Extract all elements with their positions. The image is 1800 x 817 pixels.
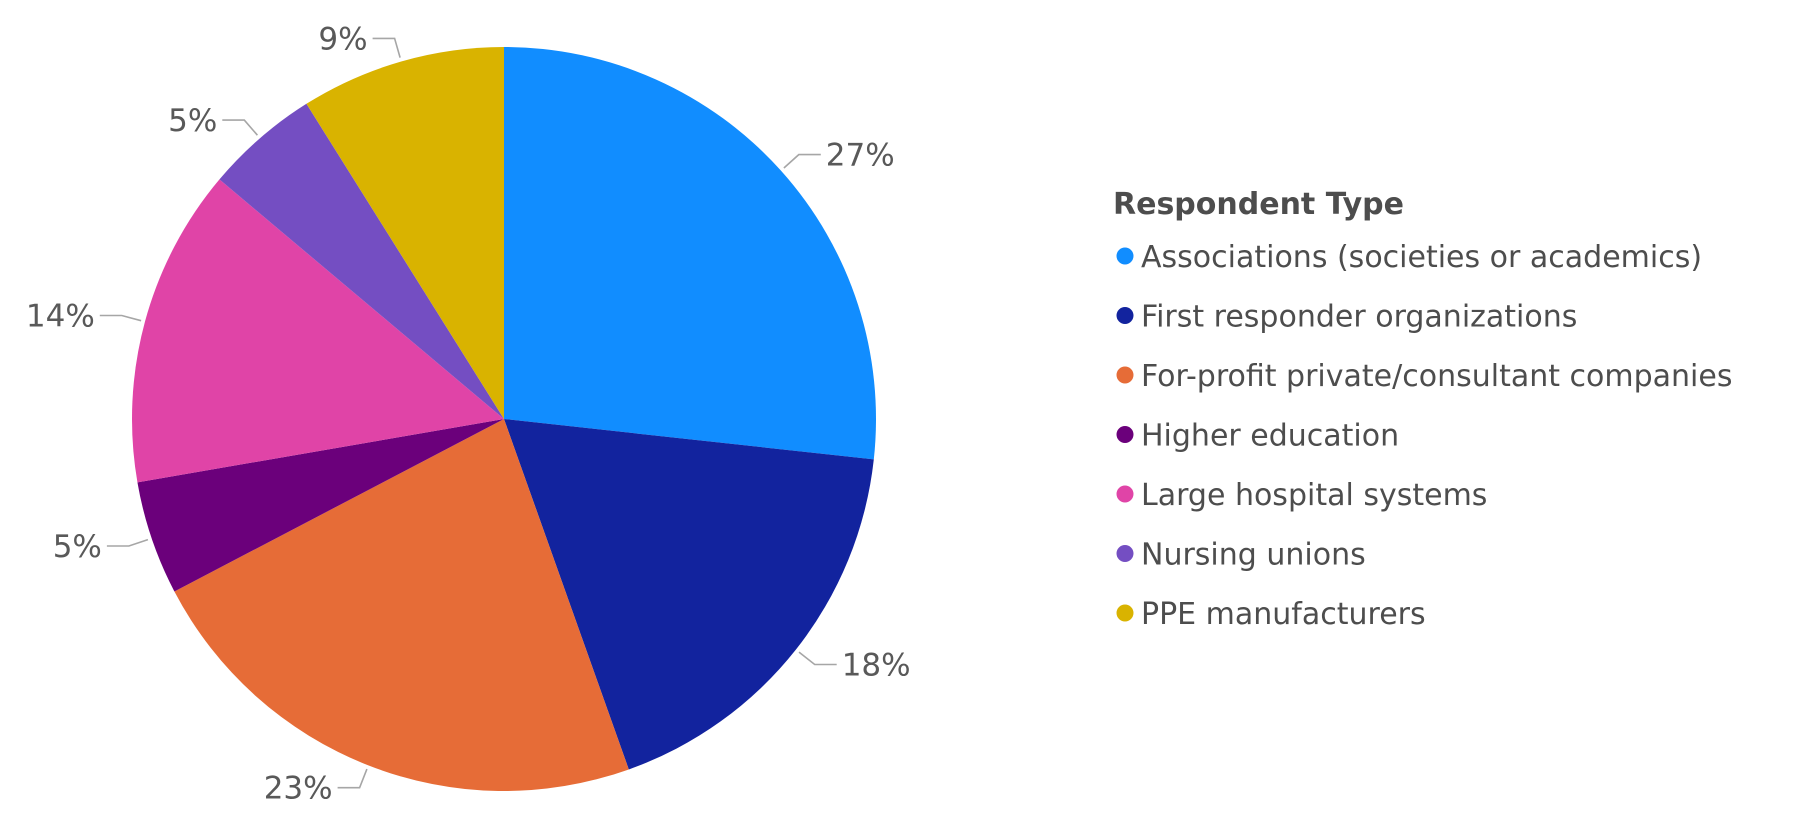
pie-slice-for-profit-private-consultant-companies[interactable] [174, 419, 629, 792]
data-label-leaders [99, 37, 837, 789]
leader-line-nursing-unions [222, 119, 259, 136]
leader-line-first-responder-organizations [798, 651, 837, 666]
legend-marker [1116, 307, 1134, 324]
legend-item-large-hospital-systems[interactable]: Large hospital systems [1116, 478, 1488, 513]
legend-item-ppe-manufacturers[interactable]: PPE manufacturers [1116, 597, 1426, 632]
legend-item-associations-societies-or-academics[interactable]: Associations (societies or academics) [1116, 240, 1703, 275]
leader-line-for-profit-private-consultant-companies [337, 768, 368, 789]
legend-marker [1116, 485, 1134, 503]
data-label-for-profit-private-consultant-companies: 23% [264, 771, 333, 807]
pie-slice-large-hospital-systems[interactable] [132, 179, 504, 483]
legend-title: Respondent Type [1113, 187, 1404, 222]
legend-label: PPE manufacturers [1141, 597, 1426, 632]
legend-label: Nursing unions [1141, 538, 1366, 573]
data-label-first-responder-organizations: 18% [842, 648, 911, 684]
pie-slice-ppe-manufacturers[interactable] [306, 47, 504, 419]
legend-marker [1116, 366, 1134, 384]
legend-label: Higher education [1141, 419, 1399, 454]
legend-item-higher-education[interactable]: Higher education [1116, 419, 1400, 454]
pie-slice-nursing-unions[interactable] [219, 103, 504, 420]
legend-label: Associations (societies or academics) [1141, 240, 1702, 275]
pie-slice-higher-education[interactable] [137, 419, 504, 592]
legend-label: For-profit private/consultant companies [1141, 359, 1732, 394]
pie-slices [132, 47, 877, 792]
data-labels: 27% 18% 23% 5% 14% 5% 9% [26, 21, 911, 806]
data-label-nursing-unions: 5% [168, 103, 217, 139]
leader-line-large-hospital-systems [99, 314, 142, 322]
legend-label: First responder organizations [1141, 300, 1577, 335]
legend-marker [1116, 545, 1134, 562]
data-label-higher-education: 5% [53, 529, 102, 565]
legend-marker [1116, 604, 1134, 622]
pie-slice-first-responder-organizations[interactable] [504, 419, 874, 770]
legend-item-first-responder-organizations[interactable]: First responder organizations [1116, 300, 1578, 335]
leader-line-higher-education [106, 538, 149, 547]
leader-line-associations-societies-or-academics [783, 153, 821, 169]
data-label-associations-societies-or-academics: 27% [826, 138, 895, 174]
pie-slice-associations-societies-or-academics[interactable] [504, 47, 877, 460]
legend-items: Associations (societies or academics) Fir… [1116, 240, 1733, 632]
data-label-large-hospital-systems: 14% [26, 299, 95, 335]
legend: Respondent Type Associations (societies … [1113, 187, 1732, 632]
leader-line-ppe-manufacturers [372, 37, 401, 58]
data-label-ppe-manufacturers: 9% [318, 21, 367, 57]
legend-item-for-profit-private-consultant-companies[interactable]: For-profit private/consultant companies [1116, 359, 1733, 394]
legend-marker [1116, 247, 1134, 265]
legend-label: Large hospital systems [1141, 478, 1487, 513]
legend-marker [1116, 426, 1134, 443]
legend-item-nursing-unions[interactable]: Nursing unions [1116, 538, 1366, 573]
